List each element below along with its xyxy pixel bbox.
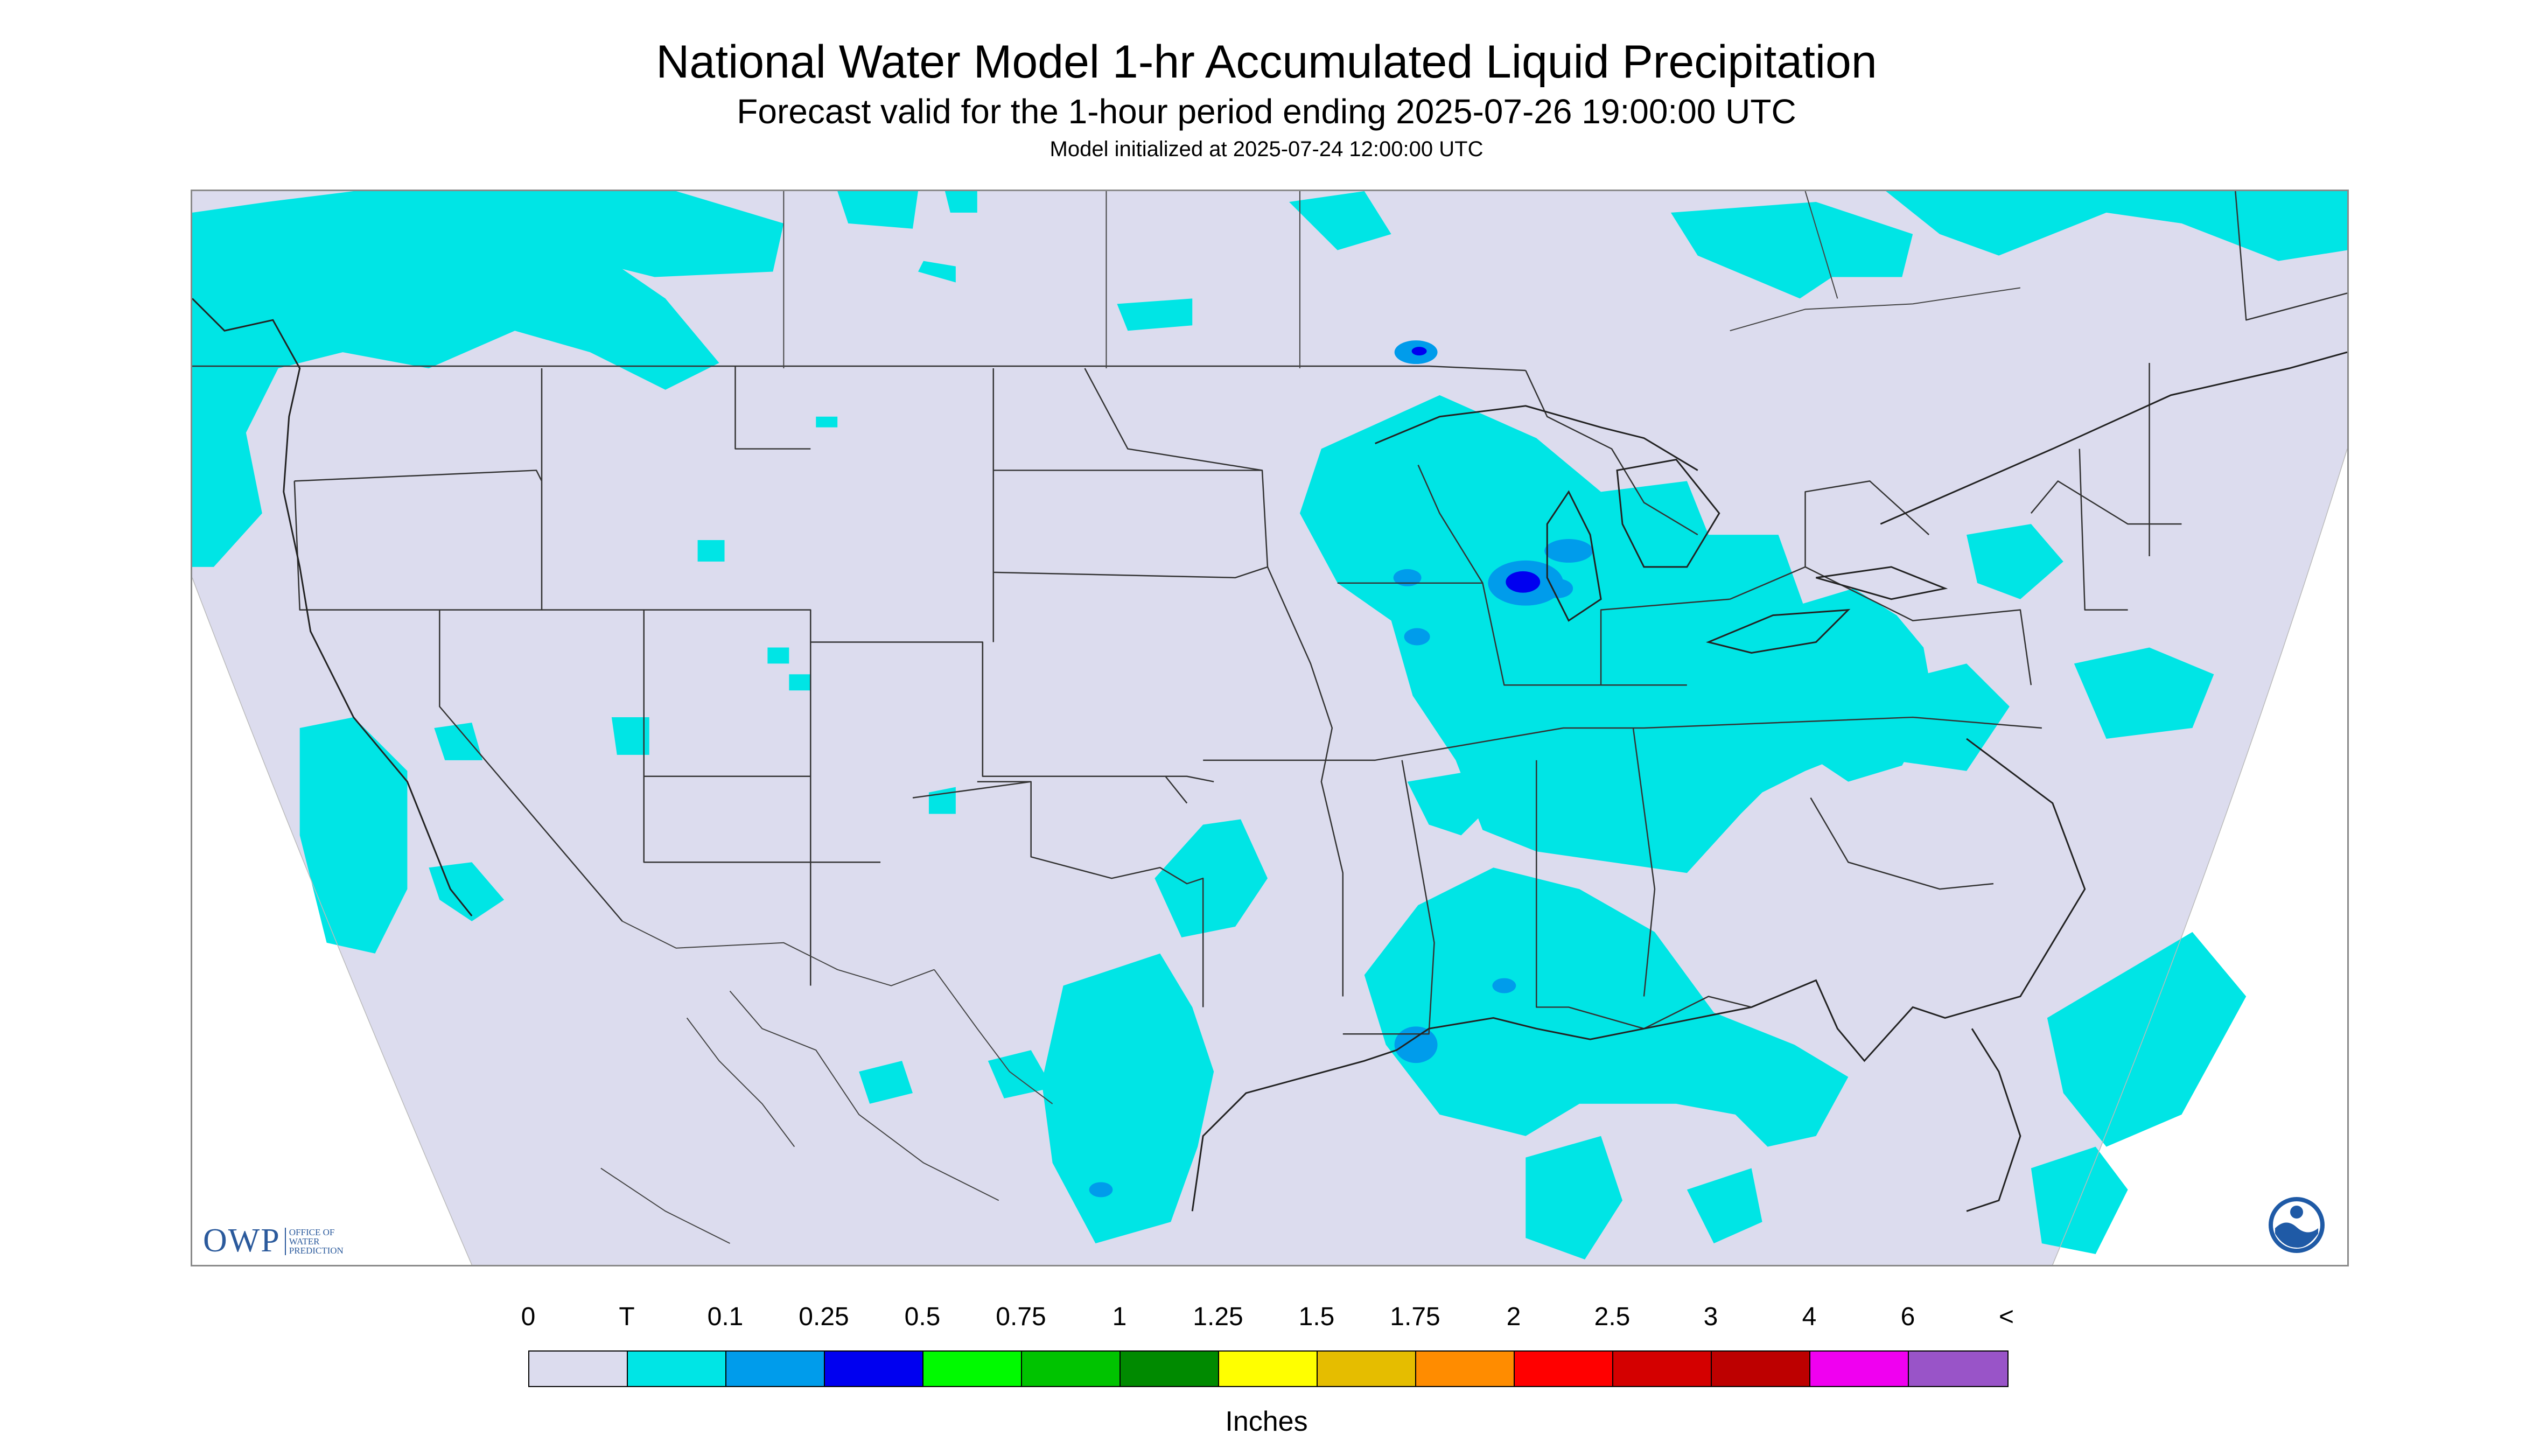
- legend-swatch-7: [1219, 1352, 1318, 1386]
- legend-swatch-1: [628, 1352, 726, 1386]
- model-init-text: Model initialized at 2025-07-24 12:00:00…: [1049, 137, 1484, 161]
- legend-units: Inches: [1225, 1406, 1308, 1437]
- legend-swatch-2: [726, 1352, 825, 1386]
- legend-swatch-8: [1318, 1352, 1416, 1386]
- owp-logo-subtext-line-1: OFFICE OF: [289, 1227, 335, 1237]
- legend-swatch-3: [825, 1352, 923, 1386]
- legend-label-14: 6: [1900, 1303, 1915, 1331]
- owp-logo-mark: OWP: [203, 1222, 281, 1259]
- coastlines-and-lakes: [192, 298, 2347, 1212]
- legend-label-3: 0.25: [799, 1303, 849, 1331]
- precip-moderate-areas: [1411, 347, 1541, 593]
- legend-swatch-11: [1613, 1352, 1712, 1386]
- precipitation-map: OWP OFFICE OF WATER PREDICTION: [191, 190, 2349, 1266]
- legend-swatch-0: [529, 1352, 628, 1386]
- legend-label-15: <: [1998, 1303, 2014, 1331]
- legend-label-9: 1.75: [1390, 1303, 1440, 1331]
- map-canvas: [192, 191, 2347, 1265]
- legend-swatch-5: [1022, 1352, 1121, 1386]
- legend-label-0: 0: [521, 1303, 536, 1331]
- owp-logo: OWP OFFICE OF WATER PREDICTION: [203, 1224, 344, 1257]
- map-land-area: [192, 191, 2347, 1265]
- noaa-logo-icon: [2269, 1197, 2325, 1253]
- owp-logo-subtext-line-2: WATER: [289, 1236, 320, 1247]
- legend-labels: 0 T 0.1 0.25 0.5 0.75 1 1.25 1.5 1.75 2 2.5 3 4 6 <: [0, 1302, 2533, 1334]
- precip-trace-areas: [192, 191, 2347, 1260]
- precip-light-areas: [1089, 340, 1593, 1198]
- map-title: National Water Model 1-hr Accumulated Li…: [656, 36, 1877, 88]
- canada-mexico-lines: [600, 191, 2021, 1244]
- projection-edge-right: [2052, 449, 2347, 1265]
- legend-label-7: 1.25: [1193, 1303, 1243, 1331]
- legend-label-12: 3: [1703, 1303, 1718, 1331]
- legend-swatch-12: [1712, 1352, 1810, 1386]
- legend-swatch-9: [1416, 1352, 1515, 1386]
- forecast-valid-subtitle: Forecast valid for the 1-hour period end…: [737, 92, 1796, 131]
- legend-label-5: 0.75: [996, 1303, 1046, 1331]
- projection-edge-left: [192, 577, 472, 1265]
- legend-label-1: T: [619, 1303, 635, 1331]
- legend-label-2: 0.1: [707, 1303, 744, 1331]
- legend-color-bar: [528, 1350, 2009, 1387]
- legend-swatch-10: [1515, 1352, 1613, 1386]
- legend-swatch-14: [1909, 1352, 2007, 1386]
- legend-label-13: 4: [1802, 1303, 1817, 1331]
- owp-logo-subtext: OFFICE OF WATER PREDICTION: [284, 1227, 344, 1256]
- legend-label-4: 0.5: [904, 1303, 941, 1331]
- legend-swatch-4: [923, 1352, 1022, 1386]
- state-boundaries: [192, 191, 2347, 1035]
- legend-label-6: 1: [1112, 1303, 1127, 1331]
- owp-logo-subtext-line-3: PREDICTION: [289, 1245, 344, 1256]
- legend-label-10: 2: [1506, 1303, 1521, 1331]
- legend-label-8: 1.5: [1298, 1303, 1335, 1331]
- legend-label-11: 2.5: [1594, 1303, 1631, 1331]
- legend-swatch-13: [1810, 1352, 1909, 1386]
- legend-swatch-6: [1121, 1352, 1219, 1386]
